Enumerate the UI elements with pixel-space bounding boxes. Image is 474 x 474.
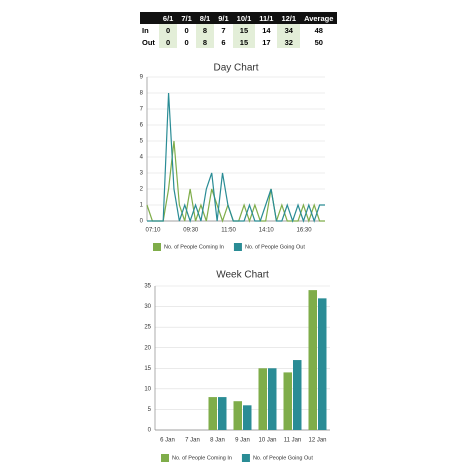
table-cell: 0 bbox=[158, 36, 178, 48]
table-cell: 48 bbox=[314, 25, 323, 35]
legend-label: No. of People Going Out bbox=[253, 455, 313, 461]
table-cell: 32 bbox=[277, 36, 301, 48]
y-tick-label: 3 bbox=[140, 171, 144, 177]
header-cell: 11/1 bbox=[255, 12, 278, 24]
bar bbox=[268, 368, 277, 430]
table-cell: 8 bbox=[195, 24, 215, 36]
y-tick-label: 0 bbox=[148, 428, 152, 434]
table-cell: 14 bbox=[262, 25, 271, 35]
legend-swatch bbox=[161, 454, 169, 462]
table-cell: 50 bbox=[314, 37, 323, 47]
table-row: Out 0 0 8 6 15 17 32 50 bbox=[140, 36, 337, 48]
legend-swatch bbox=[233, 243, 242, 251]
legend-swatch bbox=[153, 243, 161, 251]
table-cell: 15 bbox=[232, 36, 256, 48]
row-label: Out bbox=[142, 37, 155, 47]
chart-title: Week Chart bbox=[216, 270, 269, 281]
bar bbox=[293, 360, 302, 430]
table-cell: 15 bbox=[232, 24, 256, 36]
table-cell: 34 bbox=[277, 24, 301, 36]
y-tick-label: 0 bbox=[140, 219, 144, 225]
header-cell: Average bbox=[300, 12, 338, 24]
legend-swatch bbox=[241, 454, 250, 462]
legend-label: No. of People Coming In bbox=[164, 244, 224, 250]
header-cell: 6/1 bbox=[158, 12, 178, 24]
row-label: In bbox=[142, 25, 149, 35]
table-cell: 0 bbox=[158, 24, 178, 36]
y-tick-label: 4 bbox=[140, 155, 144, 161]
x-tick-label: 11:50 bbox=[221, 228, 236, 234]
y-tick-label: 9 bbox=[140, 75, 144, 81]
bar bbox=[218, 397, 227, 430]
summary-table: 6/1 7/1 8/1 9/1 10/1 11/1 12/1 Average In 0 0 8 7 15 1… bbox=[140, 12, 338, 48]
y-tick-label: 30 bbox=[144, 304, 151, 310]
y-tick-label: 5 bbox=[140, 139, 144, 145]
bar bbox=[283, 372, 292, 430]
x-tick-label: 7 Jan bbox=[185, 438, 200, 444]
x-tick-label: 09:30 bbox=[183, 228, 199, 234]
x-tick-label: 12 Jan bbox=[308, 438, 326, 444]
y-tick-label: 7 bbox=[140, 107, 144, 113]
x-tick-label: 14:10 bbox=[259, 228, 275, 234]
x-tick-label: 16:30 bbox=[297, 228, 313, 234]
x-tick-label: 07:10 bbox=[145, 228, 161, 234]
y-tick-label: 1 bbox=[140, 203, 144, 209]
table-cell: 7 bbox=[221, 25, 226, 35]
chart-title: Day Chart bbox=[213, 63, 258, 74]
y-tick-label: 8 bbox=[140, 91, 144, 97]
table-cell: 17 bbox=[262, 37, 271, 47]
bar bbox=[258, 368, 267, 430]
y-tick-label: 5 bbox=[148, 407, 152, 413]
y-tick-label: 35 bbox=[144, 284, 151, 290]
y-tick-label: 15 bbox=[144, 366, 151, 372]
bar bbox=[233, 401, 242, 430]
legend-label: No. of People Going Out bbox=[245, 244, 305, 250]
bar bbox=[243, 405, 252, 430]
header-cell: 9/1 bbox=[214, 12, 233, 24]
y-tick-label: 20 bbox=[144, 345, 151, 351]
x-tick-label: 9 Jan bbox=[235, 438, 250, 444]
x-tick-label: 6 Jan bbox=[160, 438, 175, 444]
header-cell: 10/1 bbox=[232, 12, 256, 24]
bar bbox=[308, 290, 317, 430]
header-cell: 7/1 bbox=[177, 12, 196, 24]
y-tick-label: 2 bbox=[140, 187, 144, 193]
line-series bbox=[147, 92, 325, 223]
table-cell: 0 bbox=[184, 25, 189, 35]
x-tick-label: 11 Jan bbox=[284, 438, 302, 444]
header-cell: 12/1 bbox=[277, 12, 301, 24]
header-cell: 8/1 bbox=[195, 12, 215, 24]
y-tick-label: 10 bbox=[144, 386, 151, 392]
y-tick-label: 25 bbox=[144, 325, 151, 331]
table-row: In 0 0 8 7 15 14 34 48 bbox=[140, 24, 337, 36]
x-tick-label: 10 Jan bbox=[258, 438, 276, 444]
table-cell: 0 bbox=[184, 37, 189, 47]
table-cell: 6 bbox=[221, 37, 226, 47]
bar bbox=[208, 397, 217, 430]
legend-label: No. of People Coming In bbox=[172, 455, 232, 461]
y-tick-label: 6 bbox=[140, 123, 144, 129]
header-row: 6/1 7/1 8/1 9/1 10/1 11/1 12/1 Average bbox=[140, 12, 338, 24]
table-cell: 8 bbox=[195, 36, 215, 48]
bar bbox=[318, 298, 327, 430]
header-cell bbox=[140, 12, 159, 24]
x-tick-label: 8 Jan bbox=[210, 438, 225, 444]
